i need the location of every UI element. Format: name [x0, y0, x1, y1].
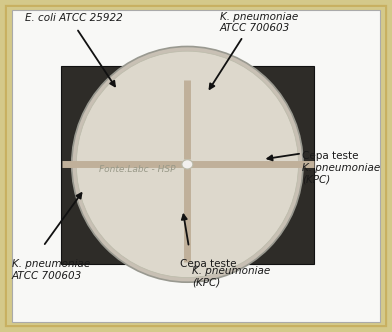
Ellipse shape — [72, 46, 303, 282]
Text: Cepa teste: Cepa teste — [302, 151, 358, 161]
FancyBboxPatch shape — [12, 10, 380, 322]
FancyBboxPatch shape — [61, 66, 314, 264]
Text: Cepa teste: Cepa teste — [180, 259, 236, 269]
Text: K. pneumoniae
(KPC): K. pneumoniae (KPC) — [192, 266, 270, 287]
Text: K. pneumoniae
ATCC 700603: K. pneumoniae ATCC 700603 — [220, 12, 298, 33]
Circle shape — [182, 160, 193, 169]
Text: Fonte:Labc - HSP: Fonte:Labc - HSP — [99, 165, 176, 175]
Text: E. coli ATCC 25922: E. coli ATCC 25922 — [25, 13, 123, 23]
Text: K. pneumoniae
ATCC 700603: K. pneumoniae ATCC 700603 — [12, 259, 90, 281]
Text: K. pneumoniae
(KPC): K. pneumoniae (KPC) — [302, 163, 380, 184]
Ellipse shape — [76, 51, 298, 278]
